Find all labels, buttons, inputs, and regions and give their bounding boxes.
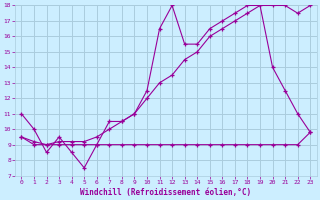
X-axis label: Windchill (Refroidissement éolien,°C): Windchill (Refroidissement éolien,°C) <box>80 188 252 197</box>
